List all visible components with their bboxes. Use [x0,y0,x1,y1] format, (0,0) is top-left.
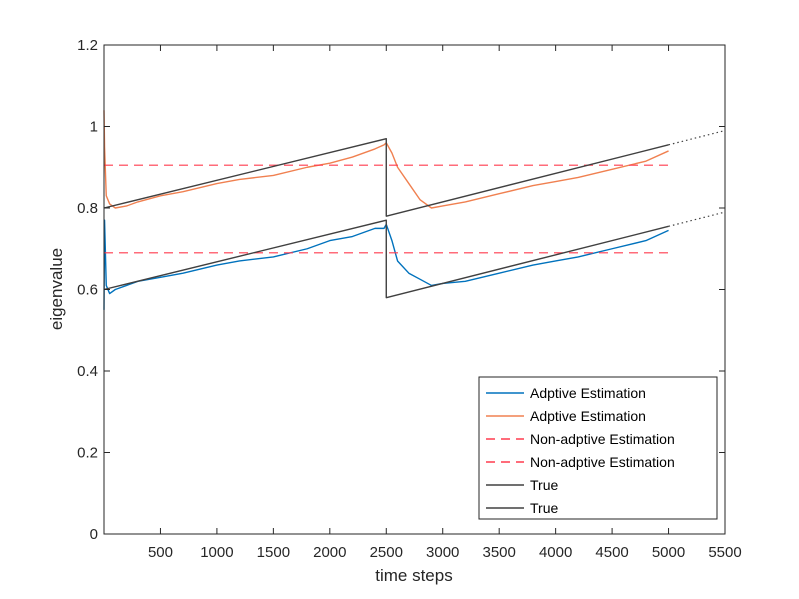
legend-label: Adptive Estimation [530,408,646,424]
legend: Adptive Estimation Adptive Estimation Non-… [478,376,718,520]
x-tick-label: 5500 [708,544,741,561]
x-tick-label: 3000 [426,544,459,561]
x-tick-label: 2500 [370,544,403,561]
x-tick-label: 5000 [652,544,685,561]
y-tick-label: 0.2 [77,445,98,462]
series-line-1 [103,219,669,310]
x-tick-label: 500 [148,544,173,561]
y-tick-label: 1 [90,119,98,136]
legend-items: Adptive Estimation Adptive Estimation Non-… [486,385,675,516]
legend-label: Non-adptive Estimation [530,454,675,470]
x-tick-label: 1500 [257,544,290,561]
series-layer [103,110,726,310]
x-tick-label: 3500 [482,544,515,561]
legend-label: Adptive Estimation [530,385,646,401]
y-tick-label: 0 [90,526,98,543]
series-line-2 [103,110,669,209]
legend-box [478,376,718,520]
x-axis-label: time steps [375,566,452,585]
x-ticks: 500 1000 1500 2000 2500 3000 3500 4000 4500 5000 5… [148,45,742,561]
y-axis-label: eigenvalue [47,248,66,330]
x-tick-label: 2000 [313,544,346,561]
y-tick-label: 0.6 [77,282,98,299]
y-tick-label: 1.2 [77,37,98,54]
legend-label: True [530,500,558,516]
legend-label: True [530,477,558,493]
extension-line-1 [668,211,726,227]
plot-frame [103,44,726,535]
extension-line-2 [668,129,726,146]
x-tick-label: 4000 [539,544,572,561]
legend-label: Non-adptive Estimation [530,431,675,447]
series-line-6 [103,138,669,217]
x-tick-label: 4500 [595,544,628,561]
y-tick-label: 0.4 [77,363,98,380]
y-tick-label: 0.8 [77,200,98,217]
y-ticks: 0 0.2 0.4 0.6 0.8 1 1.2 [77,37,725,543]
series-line-5 [103,219,669,299]
x-tick-label: 1000 [200,544,233,561]
